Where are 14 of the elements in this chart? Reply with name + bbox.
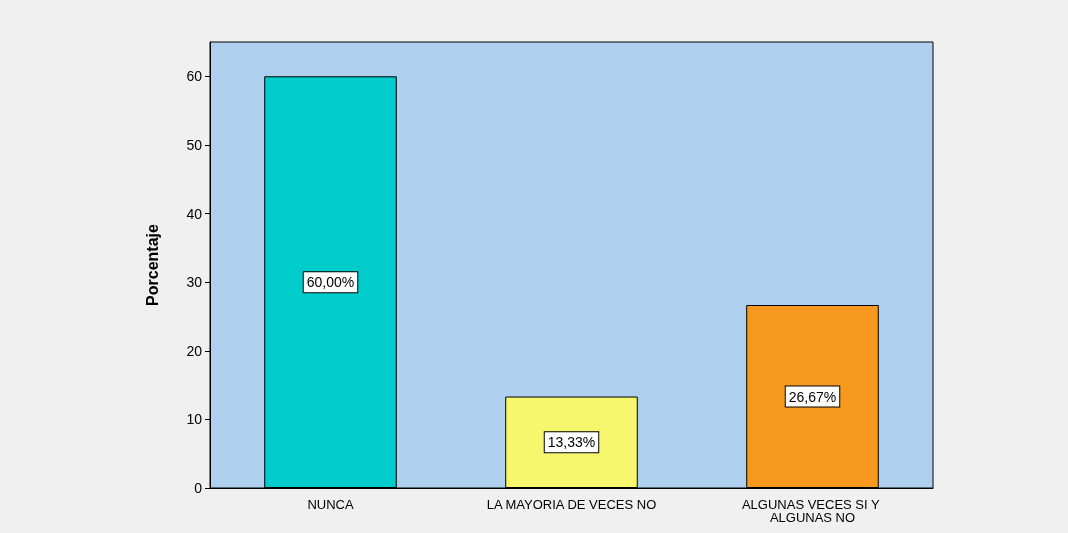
data-label: 60,00% (306, 274, 355, 291)
y-tick-label: 60 (186, 68, 203, 85)
y-tick-label: 10 (186, 411, 203, 428)
x-tick-label: ALGUNAS VECES SI Y ALGUNAS NO (741, 497, 884, 525)
y-tick-label: 0 (194, 480, 203, 496)
data-label: 13,33% (547, 434, 596, 451)
y-axis-title: Porcentaje (143, 223, 161, 306)
y-tick-label: 50 (186, 136, 203, 153)
y-tick-label: 20 (186, 342, 203, 359)
y-tick-label: 30 (186, 274, 203, 291)
x-tick-label: LA MAYORIA DE VECES NO (486, 497, 657, 512)
x-tick-label: NUNCA (307, 497, 354, 512)
y-tick-label: 40 (186, 205, 203, 222)
data-label: 26,67% (788, 388, 837, 405)
